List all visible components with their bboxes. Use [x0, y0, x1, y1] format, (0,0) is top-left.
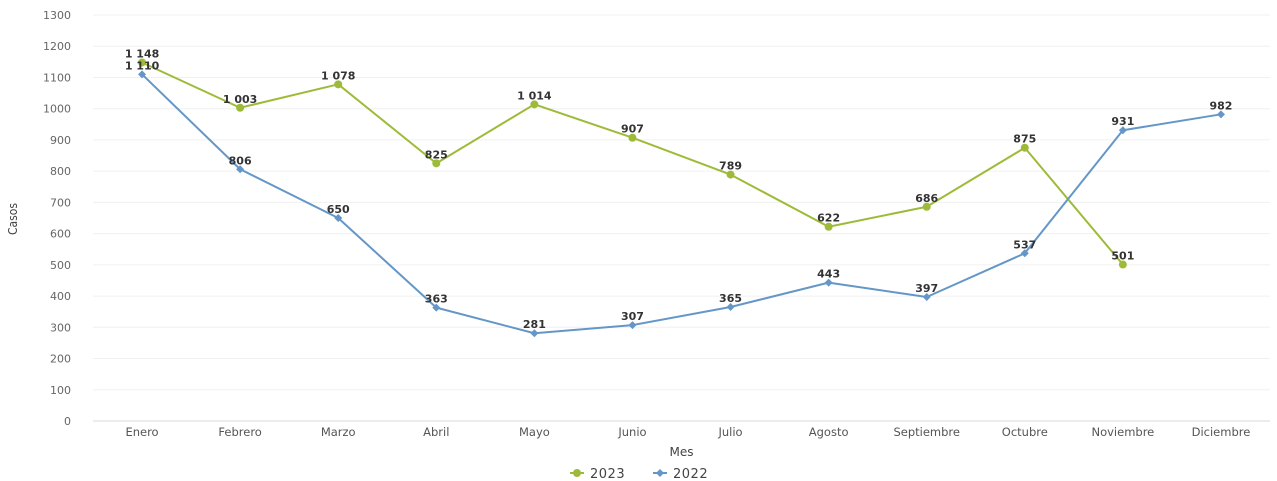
data-label: 931	[1111, 115, 1134, 128]
data-label: 363	[425, 293, 448, 306]
data-point	[824, 222, 833, 231]
data-label: 686	[915, 192, 938, 205]
data-label: 1 078	[321, 69, 355, 82]
data-point	[236, 103, 245, 112]
data-point	[1020, 143, 1029, 152]
data-label: 806	[229, 154, 252, 167]
data-point	[628, 133, 637, 142]
data-label: 537	[1013, 238, 1036, 251]
y-tick-label: 1000	[43, 103, 71, 116]
data-label: 1 110	[125, 59, 160, 72]
data-label: 789	[719, 160, 742, 173]
series-2023: 1 148 1 003 1 078 825 1 014 907 789 622 686 875 50…	[125, 47, 1134, 269]
legend-item-2023[interactable]: 2023	[570, 467, 625, 481]
x-tick-label: Febrero	[218, 425, 261, 439]
data-label: 907	[621, 123, 644, 136]
data-point	[824, 278, 833, 287]
y-tick-label: 100	[50, 384, 71, 397]
data-label: 307	[621, 310, 644, 323]
x-tick-label: Diciembre	[1192, 425, 1251, 439]
data-label: 397	[915, 282, 938, 295]
data-point	[530, 329, 539, 338]
data-point	[726, 303, 735, 312]
data-label: 281	[523, 318, 546, 331]
data-label: 622	[817, 212, 840, 225]
data-point	[1216, 110, 1225, 119]
data-point	[726, 170, 735, 179]
data-label: 825	[425, 148, 448, 161]
y-tick-label: 1200	[43, 40, 71, 53]
y-tick-label: 800	[50, 165, 71, 178]
x-tick-label: Marzo	[321, 425, 356, 439]
x-axis-title: Mes	[670, 445, 694, 459]
data-label: 365	[719, 292, 742, 305]
x-axis-ticks: Enero Febrero Marzo Abril Mayo Junio Julio Agos…	[125, 425, 1250, 439]
data-label: 1 014	[517, 89, 552, 102]
data-point	[1118, 260, 1127, 269]
data-label: 875	[1013, 133, 1036, 146]
x-tick-label: Abril	[423, 425, 449, 439]
y-tick-label: 1100	[43, 71, 71, 84]
data-point	[138, 58, 147, 67]
y-tick-label: 1300	[43, 9, 71, 22]
y-tick-label: 0	[64, 415, 71, 428]
y-axis-ticks: 0 100 200 300 400 500 600 700 800 900 1000 1100 1200…	[43, 9, 71, 428]
data-point	[432, 159, 441, 168]
data-point	[236, 165, 245, 174]
data-point	[334, 80, 343, 89]
data-point	[922, 202, 931, 211]
gridlines	[93, 14, 1270, 422]
y-tick-label: 500	[50, 259, 71, 272]
data-point	[138, 70, 147, 79]
series-group: 1 148 1 003 1 078 825 1 014 907 789 622 686 875 50…	[125, 47, 1232, 338]
series-line-2022	[141, 73, 1222, 335]
legend-item-2022[interactable]: 2022	[653, 467, 708, 481]
x-tick-label: Septiembre	[893, 425, 960, 439]
data-point	[334, 214, 343, 222]
legend-label: 2023	[590, 467, 625, 481]
legend[interactable]: 2023 2022	[570, 467, 708, 481]
data-point	[1118, 126, 1127, 135]
y-tick-label: 300	[50, 321, 71, 334]
data-label: 501	[1111, 250, 1134, 263]
x-tick-label: Mayo	[519, 425, 550, 439]
data-point	[922, 293, 931, 302]
x-tick-label: Junio	[617, 425, 646, 439]
data-label: 650	[327, 203, 350, 216]
x-tick-label: Enero	[125, 425, 158, 439]
y-tick-label: 700	[50, 196, 71, 209]
data-label: 1 003	[223, 93, 257, 106]
x-tick-label: Octubre	[1002, 425, 1048, 439]
data-label: 1 148	[125, 47, 159, 60]
legend-marker	[656, 469, 664, 477]
legend-label: 2022	[673, 467, 708, 481]
series-line-2023	[141, 61, 1124, 266]
data-label: 443	[817, 268, 840, 281]
data-point	[432, 303, 441, 312]
x-tick-label: Agosto	[809, 425, 849, 439]
y-tick-label: 200	[50, 353, 71, 366]
x-tick-label: Julio	[717, 425, 742, 439]
y-tick-label: 400	[50, 290, 71, 303]
data-label: 982	[1209, 99, 1232, 112]
y-tick-label: 900	[50, 134, 71, 147]
series-2022: 1 110 806 650 363 281 307 365 443 397 537 931 982	[125, 59, 1232, 338]
y-axis-title: Casos	[6, 203, 20, 235]
data-point	[628, 321, 637, 330]
data-point	[1020, 249, 1029, 258]
data-point	[530, 100, 539, 109]
legend-marker	[573, 469, 581, 477]
y-tick-label: 600	[50, 228, 71, 241]
x-tick-label: Noviembre	[1091, 425, 1154, 439]
